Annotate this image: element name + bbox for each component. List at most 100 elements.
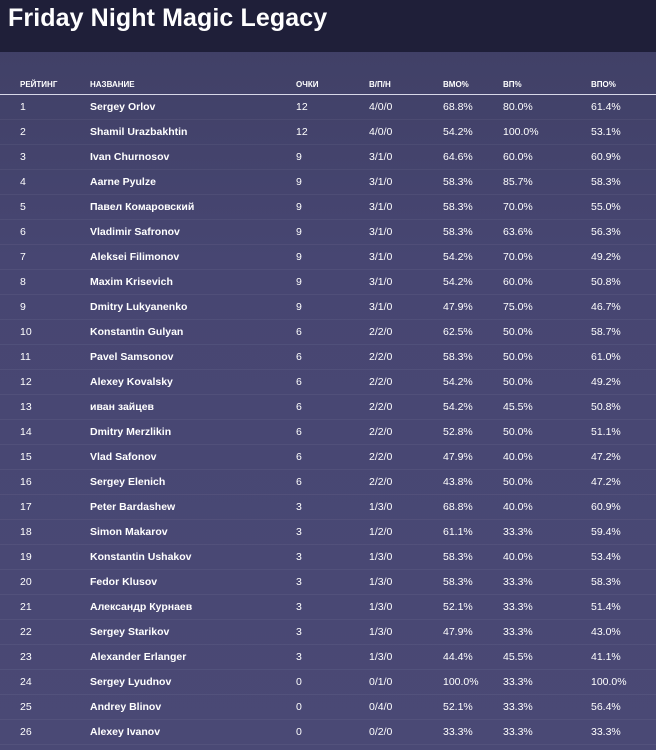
player-name-cell: Alexander Erlanger xyxy=(90,644,296,670)
rank-cell: 10 xyxy=(0,319,90,345)
rank-cell: 1 xyxy=(0,94,90,120)
omw-cell: 54.2% xyxy=(443,244,503,270)
column-header-points[interactable]: ОЧКИ xyxy=(296,52,369,95)
wld-cell: 3/1/0 xyxy=(369,219,443,245)
wld-cell: 3/1/0 xyxy=(369,294,443,320)
rank-cell: 9 xyxy=(0,294,90,320)
ogw-cell: 50.8% xyxy=(591,394,656,420)
omw-cell: 58.3% xyxy=(443,194,503,220)
column-header-rank[interactable]: РЕЙТИНГ xyxy=(0,52,90,95)
rank-cell: 20 xyxy=(0,569,90,595)
gw-cell: 33.3% xyxy=(503,719,591,745)
rank-cell: 23 xyxy=(0,644,90,670)
rank-cell: 11 xyxy=(0,344,90,370)
player-name-cell: Peter Bardashew xyxy=(90,494,296,520)
ogw-cell: 56.3% xyxy=(591,219,656,245)
table-row: 22 Sergey Starikov 3 1/3/0 47.9% 33.3% 43.0% xyxy=(0,619,656,645)
rank-cell: 2 xyxy=(0,119,90,145)
player-name-cell: Sergey Lyudnov xyxy=(90,669,296,695)
omw-cell: 68.8% xyxy=(443,494,503,520)
table-row: 5 Павел Комаровский 9 3/1/0 58.3% 70.0% 55.0% xyxy=(0,194,656,220)
column-header-wld[interactable]: В/П/Н xyxy=(369,52,443,95)
wld-cell: 3/1/0 xyxy=(369,194,443,220)
column-header-omw[interactable]: ВМО% xyxy=(443,52,503,95)
ogw-cell: 100.0% xyxy=(591,669,656,695)
wld-cell: 3/1/0 xyxy=(369,244,443,270)
player-name-cell: Ivan Churnosov xyxy=(90,144,296,170)
wld-cell: 2/2/0 xyxy=(369,444,443,470)
player-name-cell: иван зайцев xyxy=(90,394,296,420)
gw-cell: 40.0% xyxy=(503,544,591,570)
points-cell: 9 xyxy=(296,144,369,170)
wld-cell: 4/0/0 xyxy=(369,119,443,145)
omw-cell: 47.9% xyxy=(443,619,503,645)
rank-cell: 13 xyxy=(0,394,90,420)
player-name-cell: Alexey Kovalsky xyxy=(90,369,296,395)
omw-cell: 64.6% xyxy=(443,144,503,170)
gw-cell: 75.0% xyxy=(503,294,591,320)
wld-cell: 3/1/0 xyxy=(369,169,443,195)
points-cell: 9 xyxy=(296,244,369,270)
gw-cell: 33.3% xyxy=(503,519,591,545)
table-row: 2 Shamil Urazbakhtin 12 4/0/0 54.2% 100.0% 53.… xyxy=(0,119,656,145)
points-cell: 9 xyxy=(296,169,369,195)
points-cell: 6 xyxy=(296,419,369,445)
ogw-cell: 58.3% xyxy=(591,569,656,595)
page-title: Friday Night Magic Legacy xyxy=(8,4,328,32)
omw-cell: 54.2% xyxy=(443,269,503,295)
player-name-cell: Shamil Urazbakhtin xyxy=(90,119,296,145)
points-cell: 0 xyxy=(296,669,369,695)
column-header-name[interactable]: НАЗВАНИЕ xyxy=(90,52,296,95)
wld-cell: 3/1/0 xyxy=(369,144,443,170)
player-name-cell: Sergey Starikov xyxy=(90,619,296,645)
player-name-cell: Andrey Blinov xyxy=(90,694,296,720)
player-name-cell: Simon Makarov xyxy=(90,519,296,545)
gw-cell: 50.0% xyxy=(503,369,591,395)
player-name-cell: Vladimir Safronov xyxy=(90,219,296,245)
table-row: 16 Sergey Elenich 6 2/2/0 43.8% 50.0% 47.2% xyxy=(0,469,656,495)
table-row: 24 Sergey Lyudnov 0 0/1/0 100.0% 33.3% 100.0% xyxy=(0,669,656,695)
gw-cell: 40.0% xyxy=(503,444,591,470)
ogw-cell: 61.0% xyxy=(591,344,656,370)
wld-cell: 2/2/0 xyxy=(369,369,443,395)
ogw-cell: 51.4% xyxy=(591,594,656,620)
table-row: 9 Dmitry Lukyanenko 9 3/1/0 47.9% 75.0% 46.7% xyxy=(0,294,656,320)
table-row: 18 Simon Makarov 3 1/2/0 61.1% 33.3% 59.4% xyxy=(0,519,656,545)
rank-cell: 12 xyxy=(0,369,90,395)
wld-cell: 2/2/0 xyxy=(369,394,443,420)
table-row: 23 Alexander Erlanger 3 1/3/0 44.4% 45.5% 41.1… xyxy=(0,644,656,670)
omw-cell: 54.2% xyxy=(443,119,503,145)
player-name-cell: Dmitry Lukyanenko xyxy=(90,294,296,320)
points-cell: 3 xyxy=(296,519,369,545)
table-row: 25 Andrey Blinov 0 0/4/0 52.1% 33.3% 56.4% xyxy=(0,694,656,720)
player-name-cell: Aleksei Filimonov xyxy=(90,244,296,270)
gw-cell: 33.3% xyxy=(503,694,591,720)
ogw-cell: 58.7% xyxy=(591,319,656,345)
player-name-cell: Maxim Krisevich xyxy=(90,269,296,295)
player-name-cell: Fedor Klusov xyxy=(90,569,296,595)
omw-cell: 52.1% xyxy=(443,594,503,620)
omw-cell: 44.4% xyxy=(443,644,503,670)
wld-cell: 0/4/0 xyxy=(369,694,443,720)
ogw-cell: 59.4% xyxy=(591,519,656,545)
table-row: 15 Vlad Safonov 6 2/2/0 47.9% 40.0% 47.2% xyxy=(0,444,656,470)
points-cell: 6 xyxy=(296,394,369,420)
gw-cell: 33.3% xyxy=(503,594,591,620)
rank-cell: 4 xyxy=(0,169,90,195)
rank-cell: 22 xyxy=(0,619,90,645)
points-cell: 12 xyxy=(296,119,369,145)
gw-cell: 33.3% xyxy=(503,619,591,645)
wld-cell: 1/3/0 xyxy=(369,494,443,520)
points-cell: 3 xyxy=(296,494,369,520)
column-header-gw[interactable]: ВП% xyxy=(503,52,591,95)
table-row: 26 Alexey Ivanov 0 0/2/0 33.3% 33.3% 33.3% xyxy=(0,719,656,745)
page-header: Friday Night Magic Legacy xyxy=(0,0,656,52)
player-name-cell: Павел Комаровский xyxy=(90,194,296,220)
rank-cell: 5 xyxy=(0,194,90,220)
points-cell: 3 xyxy=(296,594,369,620)
column-header-ogw[interactable]: ВПО% xyxy=(591,52,656,95)
points-cell: 3 xyxy=(296,569,369,595)
points-cell: 6 xyxy=(296,319,369,345)
omw-cell: 61.1% xyxy=(443,519,503,545)
ogw-cell: 58.3% xyxy=(591,169,656,195)
